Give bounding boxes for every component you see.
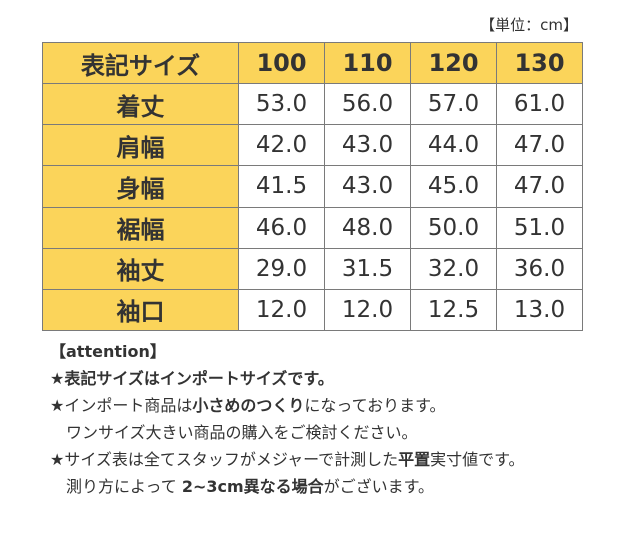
- note-line: ワンサイズ大きい商品の購入をご検討ください。: [66, 423, 418, 442]
- note-text: 測り方によって: [66, 477, 182, 496]
- note-line: ★サイズ表は全てスタッフがメジャーで計測した平置実寸値です。: [50, 446, 640, 473]
- table-cell: 43.0: [324, 165, 411, 208]
- note-text: 実寸値です。: [430, 450, 525, 469]
- table-cell: 41.5: [238, 165, 325, 208]
- table-cell: 56.0: [324, 83, 411, 126]
- table-cell: 13.0: [496, 288, 583, 332]
- table-cell: 47.0: [496, 124, 583, 167]
- table-cell: 53.0: [238, 83, 325, 126]
- size-header: 120: [410, 41, 497, 85]
- note-text: ★サイズ表は全てスタッフがメジャーで計測した: [50, 450, 399, 469]
- size-header: 100: [238, 41, 325, 85]
- table-cell: 44.0: [410, 124, 497, 167]
- table-cell: 47.0: [496, 165, 583, 208]
- table-row: 裾幅 46.0 48.0 50.0 51.0: [42, 206, 583, 249]
- row-label: 着丈: [42, 83, 239, 126]
- table-row: 袖口 12.0 12.0 12.5 13.0: [42, 288, 583, 332]
- note-emphasis: 小さめのつくり: [192, 396, 305, 415]
- attention-notes: 【attention】 ★表記サイズはインポートサイズです。 ★インポート商品は…: [50, 338, 640, 500]
- size-table: 表記サイズ 100 110 120 130 着丈 53.0 56.0 57.0 …: [42, 41, 583, 332]
- table-cell: 61.0: [496, 83, 583, 126]
- note-line: ★インポート商品は小さめのつくりになっております。: [50, 392, 640, 419]
- table-cell: 12.0: [238, 288, 325, 332]
- table-cell: 48.0: [324, 206, 411, 249]
- table-cell: 42.0: [238, 124, 325, 167]
- table-cell: 32.0: [410, 247, 497, 290]
- table-cell: 29.0: [238, 247, 325, 290]
- header-label: 表記サイズ: [42, 41, 239, 85]
- row-label: 袖口: [42, 288, 239, 332]
- table-row: 肩幅 42.0 43.0 44.0 47.0: [42, 124, 583, 167]
- table-cell: 51.0: [496, 206, 583, 249]
- note-text: がございます。: [323, 477, 435, 496]
- size-header: 110: [324, 41, 411, 85]
- unit-note: 【単位：cm】: [480, 16, 578, 34]
- table-row: 着丈 53.0 56.0 57.0 61.0: [42, 83, 583, 126]
- note-text: になっております。: [304, 396, 446, 415]
- note-emphasis: 平置: [398, 450, 431, 469]
- table-cell: 46.0: [238, 206, 325, 249]
- table-cell: 43.0: [324, 124, 411, 167]
- note-emphasis: 2~3cm異なる場合: [181, 477, 324, 496]
- table-cell: 50.0: [410, 206, 497, 249]
- table-row: 身幅 41.5 43.0 45.0 47.0: [42, 165, 583, 208]
- table-header-row: 表記サイズ 100 110 120 130: [42, 41, 583, 85]
- table-row: 袖丈 29.0 31.5 32.0 36.0: [42, 247, 583, 290]
- table-cell: 12.0: [324, 288, 411, 332]
- row-label: 身幅: [42, 165, 239, 208]
- row-label: 袖丈: [42, 247, 239, 290]
- note-text: ★インポート商品は: [50, 396, 193, 415]
- table-cell: 31.5: [324, 247, 411, 290]
- table-cell: 45.0: [410, 165, 497, 208]
- row-label: 肩幅: [42, 124, 239, 167]
- row-label: 裾幅: [42, 206, 239, 249]
- table-cell: 12.5: [410, 288, 497, 332]
- table-cell: 36.0: [496, 247, 583, 290]
- attention-heading: 【attention】: [50, 342, 166, 361]
- note-line: 測り方によって 2~3cm異なる場合がございます。: [50, 473, 640, 500]
- table-cell: 57.0: [410, 83, 497, 126]
- note-line: ★表記サイズはインポートサイズです。: [50, 369, 334, 388]
- size-header: 130: [496, 41, 583, 85]
